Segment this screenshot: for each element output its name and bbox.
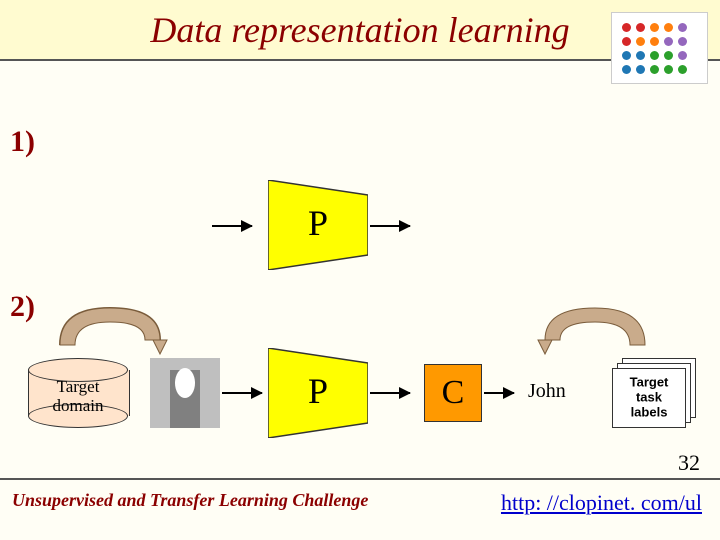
- cylinder-line2: domain: [53, 396, 104, 415]
- arrow-into-p1: [212, 225, 252, 227]
- target-task-labels-stack: Target task labels: [612, 358, 694, 426]
- john-label: John: [528, 380, 566, 403]
- cylinder-label: Target domain: [53, 378, 104, 415]
- target-domain-cylinder: Target domain: [28, 358, 128, 428]
- footer-left-text: Unsupervised and Transfer Learning Chall…: [12, 490, 368, 511]
- c-box-label: C: [442, 374, 465, 411]
- title-thumbnail: [611, 12, 708, 84]
- trapezoid-p-1-label: P: [308, 202, 328, 244]
- page-number: 32: [678, 450, 700, 476]
- note-line3: labels: [631, 404, 668, 419]
- arrow-out-p1: [370, 225, 410, 227]
- trapezoid-p-2: P: [268, 348, 368, 438]
- note-line1: Target: [630, 375, 669, 390]
- section-1-label: 1): [10, 125, 35, 159]
- arrow-c-out: [484, 392, 514, 394]
- arrow-p-to-c: [370, 392, 410, 394]
- note-label: Target task labels: [630, 376, 669, 421]
- section-2-label: 2): [10, 290, 35, 324]
- cylinder-line1: Target: [57, 377, 100, 396]
- person-silhouette-box: [150, 358, 220, 428]
- c-box: C: [424, 364, 482, 422]
- note-line2: task: [636, 390, 662, 405]
- curved-arrow-right: [530, 300, 660, 360]
- thumbnail-dots: [622, 23, 688, 75]
- title-band: Data representation learning: [0, 0, 720, 61]
- footer-divider: [0, 478, 720, 480]
- arrow-into-p2: [222, 392, 262, 394]
- curved-arrow-left: [45, 300, 175, 360]
- footer-link[interactable]: http: //clopinet. com/ul: [501, 490, 702, 516]
- trapezoid-p-2-label: P: [308, 370, 328, 412]
- trapezoid-p-1: P: [268, 180, 368, 270]
